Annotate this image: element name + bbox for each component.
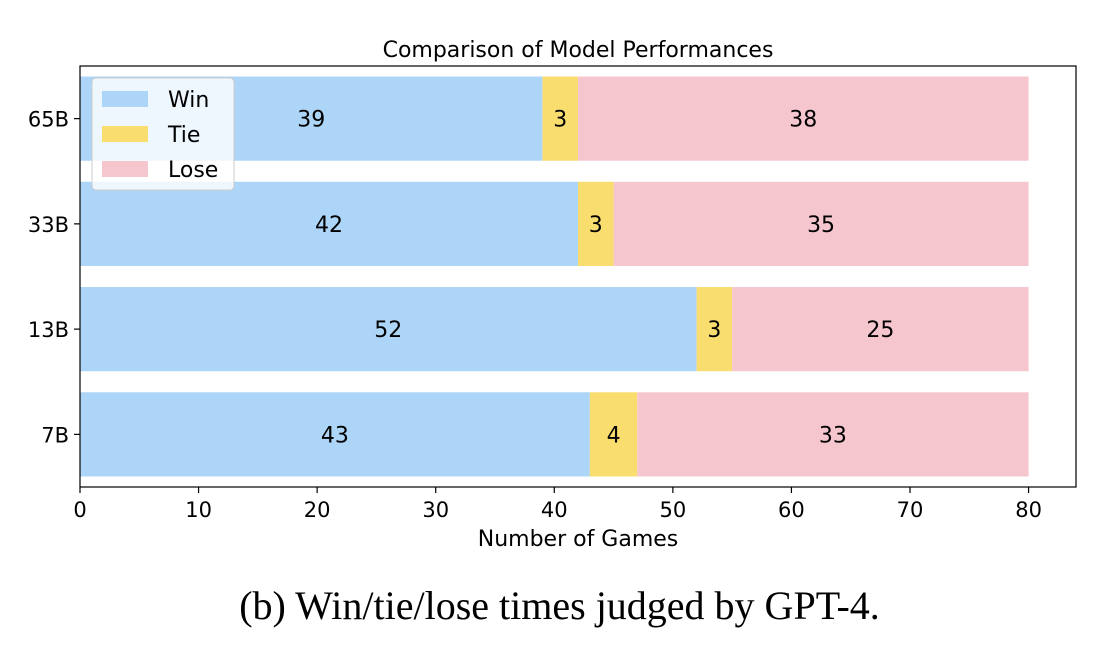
y-axis: 65B 33B 13B 7B	[28, 108, 80, 447]
bar-tie-33b	[578, 181, 614, 266]
x-tick-label: 40	[541, 498, 568, 522]
bar-label-tie-13b: 3	[707, 318, 721, 343]
x-tick-label: 10	[185, 498, 212, 522]
bar-lose-65b	[578, 76, 1029, 161]
figure-caption: (b) Win/tie/lose times judged by GPT-4.	[239, 583, 880, 628]
x-tick-label: 0	[73, 498, 86, 522]
bar-label-tie-33b: 3	[589, 213, 603, 238]
x-tick-label: 50	[659, 498, 686, 522]
stacked-bar-chart: Comparison of Model Performances 39 3 3842…	[28, 38, 1077, 552]
bar-lose-33b	[613, 181, 1029, 266]
legend: Win Tie Lose	[91, 77, 235, 191]
plot-frame	[79, 65, 1077, 488]
bar-label-win-65b: 39	[297, 108, 325, 133]
legend-label-lose: Lose	[168, 158, 218, 183]
bar-label-lose-13b: 25	[866, 318, 894, 343]
x-tick-label: 30	[422, 498, 449, 522]
bar-win-7b	[80, 392, 590, 477]
y-tick-label: 65B	[28, 108, 69, 132]
bar-lose-13b	[732, 287, 1029, 372]
legend-label-tie: Tie	[167, 123, 200, 148]
bar-label-win-7b: 43	[321, 423, 349, 448]
bar-lose-7b	[637, 392, 1029, 477]
bar-label-tie-65b: 3	[553, 108, 567, 133]
bar-win-33b	[80, 181, 578, 266]
bar-label-lose-33b: 35	[807, 213, 835, 238]
bar-label-lose-7b: 33	[819, 423, 847, 448]
legend-swatch-tie	[102, 126, 148, 142]
y-tick-label: 7B	[41, 423, 69, 447]
x-tick-label: 60	[778, 498, 805, 522]
y-tick-label: 13B	[28, 318, 69, 342]
x-axis: 0 10 20 30 40 50 60 70 80	[73, 487, 1042, 522]
legend-label-win: Win	[168, 88, 209, 113]
bar-tie-13b	[696, 287, 733, 372]
x-tick-label: 20	[304, 498, 331, 522]
bar-label-tie-7b: 4	[607, 423, 621, 448]
bar-win-13b	[80, 287, 697, 372]
x-axis-label: Number of Games	[478, 527, 679, 552]
bars-group: 39 3 38 42 3 35 52 3 25 43 4 33	[80, 76, 1029, 477]
bar-label-win-33b: 42	[315, 213, 343, 238]
bar-tie-65b	[542, 76, 578, 161]
bar-label-win-13b: 52	[374, 318, 402, 343]
y-tick-label: 33B	[28, 213, 69, 237]
bar-tie-7b	[589, 392, 638, 477]
legend-swatch-win	[102, 91, 148, 107]
x-tick-label: 70	[897, 498, 924, 522]
legend-swatch-lose	[102, 161, 148, 177]
chart-title: Comparison of Model Performances	[383, 38, 774, 63]
bar-label-lose-65b: 38	[789, 108, 817, 133]
x-tick-label: 80	[1015, 498, 1042, 522]
